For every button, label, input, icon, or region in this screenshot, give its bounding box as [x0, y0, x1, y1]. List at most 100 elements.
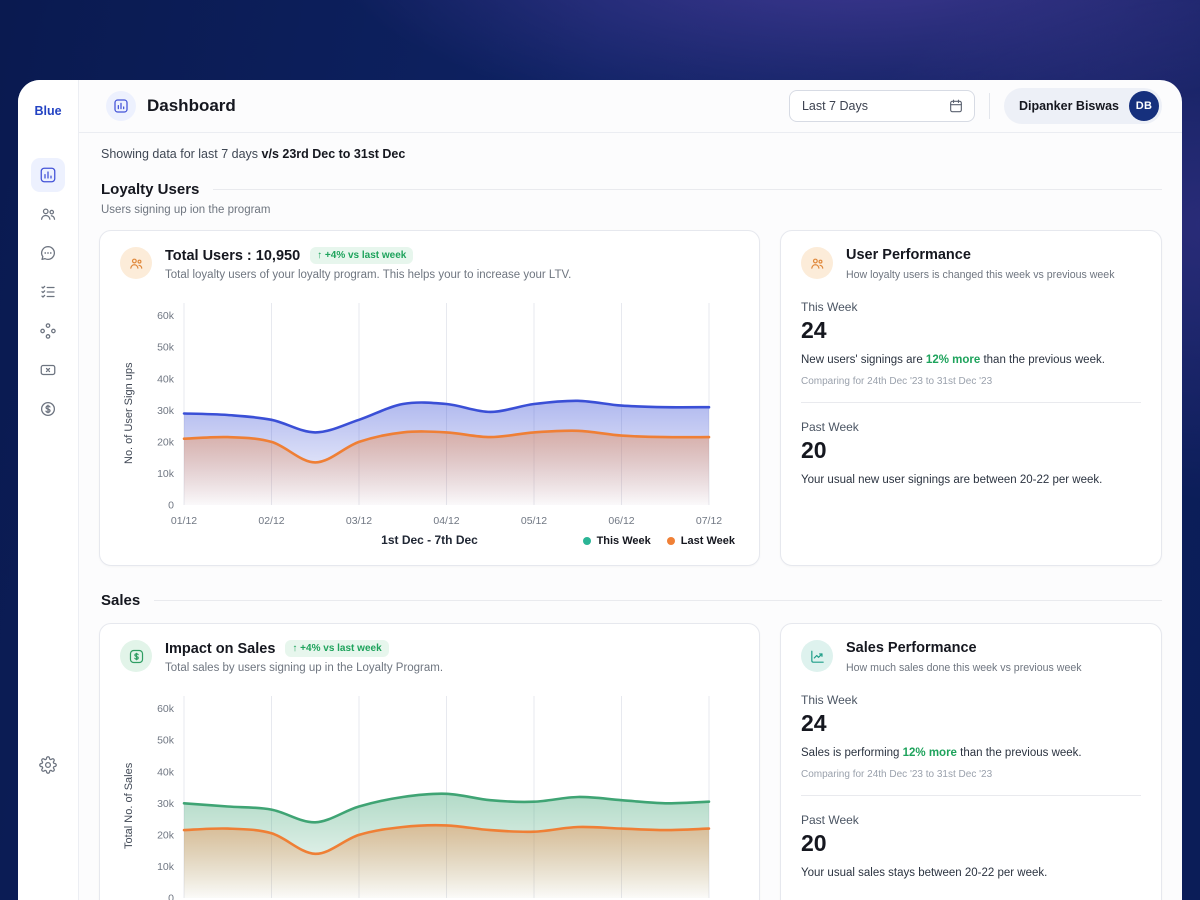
- svg-text:04/12: 04/12: [433, 515, 459, 527]
- users-icon: [39, 205, 57, 223]
- this-week-value: 24: [801, 710, 1141, 737]
- svg-text:30k: 30k: [157, 405, 175, 417]
- sidebar: Blue: [18, 80, 79, 900]
- dollar-coin-icon: [39, 400, 57, 418]
- impact-sales-title: Impact on Sales: [165, 641, 275, 657]
- summary-post: than the previous week.: [980, 354, 1105, 366]
- total-users-trend-badge: ↑ +4% vs last week: [310, 247, 413, 264]
- sidebar-item-tasks[interactable]: [31, 275, 65, 309]
- past-week-label: Past Week: [801, 420, 1141, 434]
- sidebar-item-dashboard[interactable]: [31, 158, 65, 192]
- svg-text:10k: 10k: [157, 468, 175, 480]
- loyalty-y-axis-label: No. of User Sign ups: [120, 295, 138, 531]
- impact-sales-subtitle: Total sales by users signing up in the L…: [165, 662, 443, 674]
- sidebar-item-coupons[interactable]: [31, 353, 65, 387]
- comparison-note-prefix: Showing data for last 7 days: [101, 147, 262, 161]
- app-logo: Blue: [18, 80, 78, 118]
- loyalty-section-subtitle: Users signing up ion the program: [99, 204, 1162, 216]
- dashboard-icon: [106, 91, 136, 121]
- sales-performance-card: Sales Performance How much sales done th…: [780, 623, 1162, 900]
- svg-text:07/12: 07/12: [696, 515, 722, 527]
- legend-label-this-week: This Week: [597, 535, 651, 547]
- comparison-note: Showing data for last 7 days v/s 23rd De…: [99, 133, 1162, 161]
- legend-last-week: Last Week: [667, 535, 735, 547]
- past-week-value: 20: [801, 830, 1141, 857]
- user-performance-subtitle: How loyalty users is changed this week v…: [846, 268, 1115, 283]
- loyalty-cards-row: Total Users : 10,950 ↑ +4% vs last week …: [99, 230, 1162, 566]
- page-title: Dashboard: [147, 96, 236, 116]
- svg-text:60k: 60k: [157, 703, 175, 715]
- this-week-label: This Week: [801, 300, 1141, 314]
- loyalty-chart: 01/1202/1203/1204/1205/1206/1207/12010k2…: [138, 295, 739, 531]
- svg-text:02/12: 02/12: [258, 515, 284, 527]
- topbar-divider: [989, 93, 990, 119]
- summary-highlight: 12% more: [903, 747, 957, 759]
- svg-text:30k: 30k: [157, 798, 175, 810]
- svg-text:40k: 40k: [157, 373, 175, 385]
- sales-chart: 01/1202/1203/1204/1205/1206/1207/12010k2…: [138, 688, 739, 900]
- total-users-subtitle: Total loyalty users of your loyalty prog…: [165, 269, 571, 281]
- apps-icon: [39, 322, 57, 340]
- svg-text:0: 0: [168, 893, 174, 900]
- app-window: Blue: [18, 80, 1182, 900]
- sidebar-item-messages[interactable]: [31, 236, 65, 270]
- calendar-icon: [948, 98, 964, 114]
- svg-text:0: 0: [168, 500, 174, 512]
- topbar: Dashboard Last 7 Days Dipanker Biswas DB: [79, 80, 1182, 133]
- section-divider: [213, 189, 1162, 190]
- trend-chart-icon: [801, 640, 833, 672]
- user-menu[interactable]: Dipanker Biswas DB: [1004, 88, 1162, 124]
- user-group-icon: [120, 247, 152, 279]
- this-week-label: This Week: [801, 693, 1141, 707]
- content: Showing data for last 7 days v/s 23rd De…: [79, 133, 1182, 900]
- card-divider: [801, 402, 1141, 403]
- svg-text:20k: 20k: [157, 436, 175, 448]
- user-performance-title: User Performance: [846, 247, 1115, 263]
- svg-text:50k: 50k: [157, 735, 175, 747]
- compare-note: Comparing for 24th Dec '23 to 31st Dec '…: [801, 769, 1141, 780]
- svg-text:03/12: 03/12: [346, 515, 372, 527]
- comparison-note-range: v/s 23rd Dec to 31st Dec: [262, 147, 406, 161]
- user-group-icon: [801, 247, 833, 279]
- summary-pre: Sales is performing: [801, 747, 903, 759]
- svg-text:05/12: 05/12: [521, 515, 547, 527]
- avatar: DB: [1129, 91, 1159, 121]
- bar-chart-icon: [39, 166, 57, 184]
- legend-dot-this-week: [583, 537, 591, 545]
- sales-performance-title: Sales Performance: [846, 640, 1082, 656]
- impact-sales-trend-badge: ↑ +4% vs last week: [285, 640, 388, 657]
- this-week-summary: New users' signings are 12% more than th…: [801, 352, 1141, 369]
- dollar-box-icon: [120, 640, 152, 672]
- sidebar-nav: [18, 158, 78, 426]
- legend-label-last-week: Last Week: [681, 535, 735, 547]
- this-week-summary: Sales is performing 12% more than the pr…: [801, 745, 1141, 762]
- date-range-value: Last 7 Days: [802, 99, 868, 113]
- loyalty-legend: This Week Last Week: [583, 535, 735, 547]
- svg-text:40k: 40k: [157, 766, 175, 778]
- loyalty-section-header: Loyalty Users: [99, 181, 1162, 198]
- main-area: Dashboard Last 7 Days Dipanker Biswas DB…: [79, 80, 1182, 900]
- section-divider: [154, 600, 1162, 601]
- sales-section-header: Sales: [99, 592, 1162, 609]
- total-users-title: Total Users : 10,950: [165, 248, 300, 264]
- svg-text:50k: 50k: [157, 342, 175, 354]
- past-week-summary: Your usual new user signings are between…: [801, 472, 1141, 489]
- past-week-label: Past Week: [801, 813, 1141, 827]
- sidebar-item-customers[interactable]: [31, 197, 65, 231]
- gear-icon: [39, 756, 57, 774]
- user-performance-card: User Performance How loyalty users is ch…: [780, 230, 1162, 566]
- card-divider: [801, 795, 1141, 796]
- past-week-summary: Your usual sales stays between 20-22 per…: [801, 865, 1141, 882]
- sidebar-item-apps[interactable]: [31, 314, 65, 348]
- sidebar-item-settings[interactable]: [31, 748, 65, 782]
- sales-cards-row: Impact on Sales ↑ +4% vs last week Total…: [99, 623, 1162, 900]
- sales-section-title: Sales: [101, 592, 140, 609]
- loyalty-section-title: Loyalty Users: [101, 181, 199, 198]
- sidebar-item-billing[interactable]: [31, 392, 65, 426]
- date-range-select[interactable]: Last 7 Days: [789, 90, 975, 122]
- legend-dot-last-week: [667, 537, 675, 545]
- summary-highlight: 12% more: [926, 354, 980, 366]
- compare-note: Comparing for 24th Dec '23 to 31st Dec '…: [801, 376, 1141, 387]
- ticket-icon: [39, 361, 57, 379]
- impact-on-sales-card: Impact on Sales ↑ +4% vs last week Total…: [99, 623, 760, 900]
